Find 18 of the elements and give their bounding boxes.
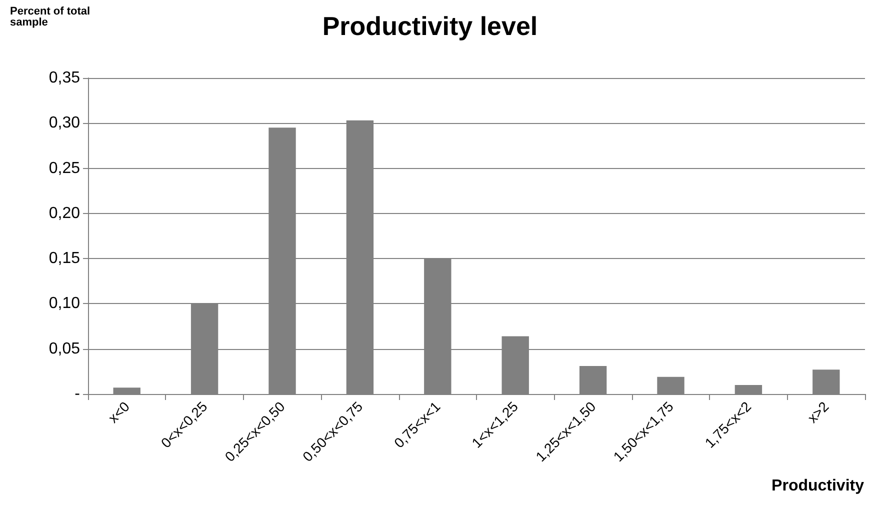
y-tick-label: 0,05 [48, 340, 80, 358]
y-tick-label: 0,30 [48, 114, 80, 132]
x-tick-label: x<0 [104, 398, 133, 426]
x-tick-label: x>2 [804, 398, 832, 426]
y-tick-label: 0,15 [48, 250, 80, 268]
y-tick-label: 0,20 [48, 204, 80, 222]
y-axis-title: Percent of total sample [10, 6, 94, 28]
y-tick-label: 0,35 [48, 70, 80, 86]
bar [657, 376, 684, 394]
chart-title: Productivity level [322, 11, 538, 41]
bar [113, 388, 140, 394]
y-tick-label: 0,10 [48, 295, 80, 312]
y-tick-label: - [74, 386, 80, 402]
y-tick-label: 0,25 [48, 160, 80, 177]
bar [579, 366, 607, 394]
bar [812, 370, 840, 394]
bar [734, 384, 762, 394]
x-axis-title: Productivity [772, 478, 864, 494]
